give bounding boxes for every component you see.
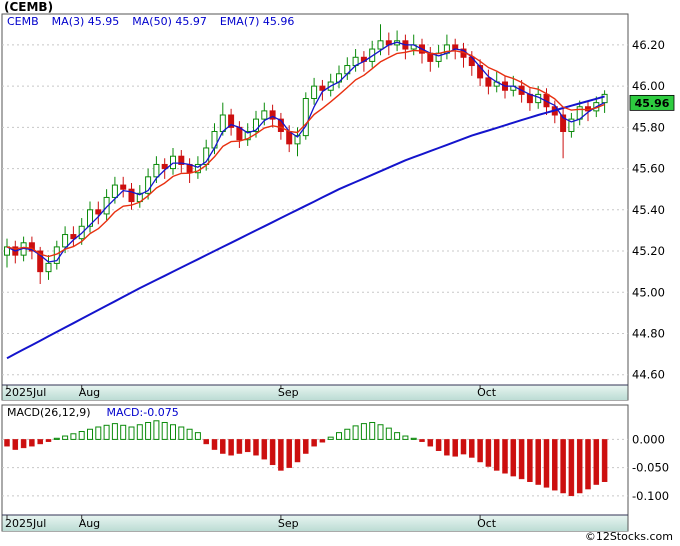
legend-ma3: MA(3) 45.95 [51, 15, 120, 28]
svg-text:Oct: Oct [477, 517, 497, 530]
svg-text:Aug: Aug [79, 517, 100, 530]
svg-text:46.20: 46.20 [632, 38, 665, 52]
main-chart-legend: CEMB MA(3) 45.95 MA(50) 45.97 EMA(7) 45.96 [7, 15, 307, 28]
price-panel: 46.20 46.00 45.80 45.60 45.40 45.20 45.00 44.80… [0, 12, 680, 402]
svg-text:Sep: Sep [278, 517, 299, 530]
svg-text:44.60: 44.60 [632, 368, 665, 382]
svg-text:45.20: 45.20 [632, 244, 665, 258]
macd-legend: MACD(26,12,9) MACD:-0.075 [7, 406, 179, 419]
watermark-12stocks: ©12Stocks.com [584, 530, 673, 543]
svg-text:45.60: 45.60 [632, 162, 665, 176]
legend-ticker: CEMB [7, 15, 39, 28]
svg-text:45.96: 45.96 [635, 97, 670, 110]
svg-text:45.00: 45.00 [632, 285, 665, 299]
svg-text:-0.100: -0.100 [632, 489, 669, 503]
svg-text:Sep: Sep [278, 386, 299, 399]
macd-value-label: MACD:-0.075 [106, 406, 179, 419]
ticker-title: (CEMB) [4, 0, 54, 14]
macd-params-label: MACD(26,12,9) [7, 406, 91, 419]
svg-text:Aug: Aug [79, 386, 100, 399]
svg-text:46.00: 46.00 [632, 79, 665, 93]
candlestick-chart-canvas: 46.20 46.00 45.80 45.60 45.40 45.20 45.00 44.80… [1, 13, 675, 401]
legend-ema7: EMA(7) 45.96 [219, 15, 295, 28]
svg-text:44.80: 44.80 [632, 326, 665, 340]
svg-text:0.000: 0.000 [632, 432, 665, 446]
macd-panel: 0.000 -0.050 -0.100 2025Jul Aug Sep Oct MACD(2… [0, 404, 680, 532]
svg-text:2025Jul: 2025Jul [5, 517, 46, 530]
macd-chart-canvas: 0.000 -0.050 -0.100 2025Jul Aug Sep Oct [1, 404, 669, 532]
svg-text:Oct: Oct [477, 386, 497, 399]
svg-text:-0.050: -0.050 [632, 461, 669, 475]
legend-ma50: MA(50) 45.97 [132, 15, 207, 28]
svg-text:45.40: 45.40 [632, 203, 665, 217]
svg-text:45.80: 45.80 [632, 120, 665, 134]
svg-text:2025Jul: 2025Jul [5, 386, 46, 399]
